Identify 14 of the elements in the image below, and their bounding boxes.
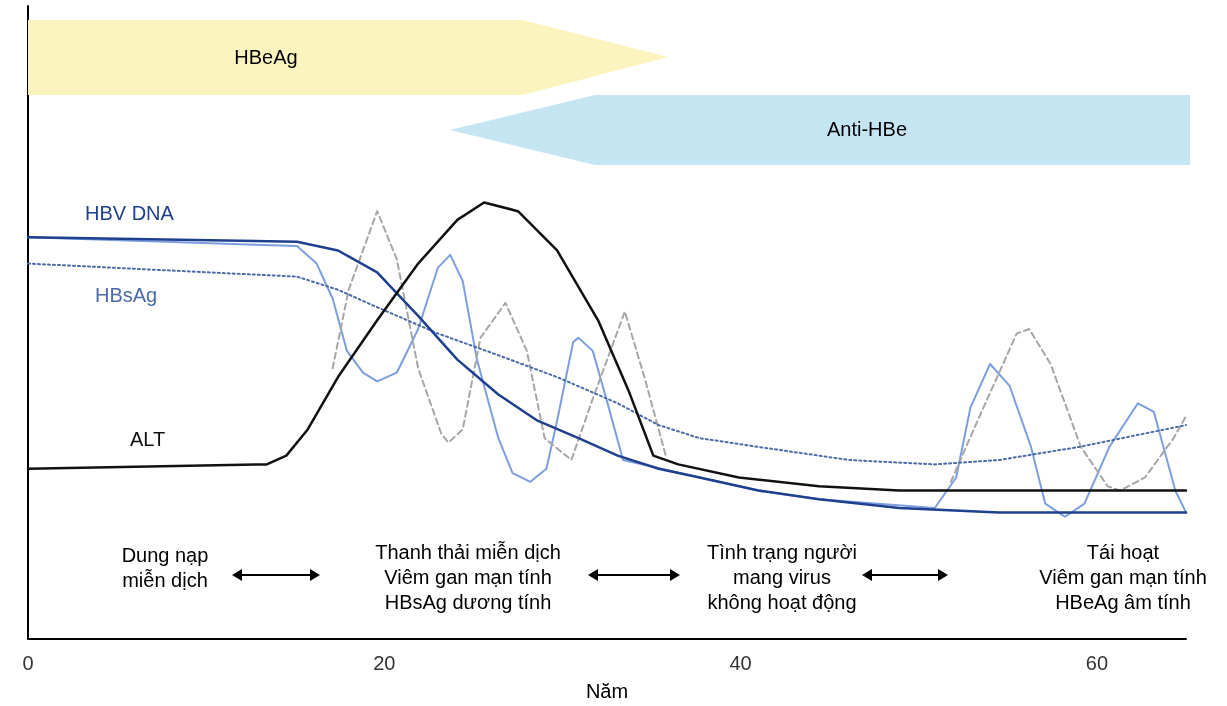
series-label: HBsAg — [95, 283, 158, 306]
x-tick-label: 20 — [373, 652, 396, 674]
series-label: HBV DNA — [85, 202, 175, 225]
annotation: Thanh thải miễn dịch Viêm gan mạn tính HBsAg dương tính — [375, 540, 561, 615]
text: Anti-HBe — [826, 117, 908, 142]
annotation: Dung nạp miễn dịch — [121, 543, 209, 593]
series-label: ALT — [130, 427, 166, 450]
x-tick-label: 40 — [729, 652, 752, 674]
annotation: Tình trạng người mang virus không hoạt động — [707, 540, 857, 615]
x-tick-label: 60 — [1085, 652, 1109, 674]
text: HBeAg — [234, 45, 298, 70]
x-tick-label: 0 — [22, 652, 34, 674]
annotation: Tái hoạt Viêm gan mạn tính HBeAg âm tính — [1039, 540, 1207, 615]
x-axis-title: Năm — [585, 680, 629, 702]
